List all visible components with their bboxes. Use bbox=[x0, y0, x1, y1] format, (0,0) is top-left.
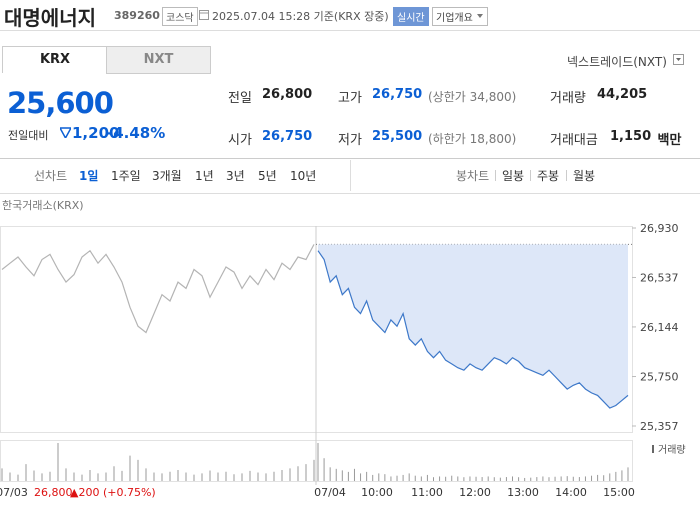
x-tick-label: 15:00 bbox=[603, 486, 635, 499]
period-button[interactable]: 5년 bbox=[258, 169, 277, 183]
tab-nxt[interactable]: NXT bbox=[106, 46, 211, 74]
x-tick-label: 07/03 bbox=[0, 486, 28, 499]
company-label: 기업개요 bbox=[436, 13, 473, 24]
stock-code: 389260 bbox=[114, 9, 160, 22]
calendar-icon bbox=[199, 10, 209, 20]
stat-note: (상한가 34,800) bbox=[428, 90, 517, 104]
x-tick-label: 10:00 bbox=[361, 486, 393, 499]
candle-button[interactable]: 일봉 bbox=[502, 169, 525, 183]
stat-label: 거래대금 bbox=[550, 133, 598, 148]
x-tick-label: 14:00 bbox=[555, 486, 587, 499]
market-badge: 코스닥 bbox=[162, 7, 198, 26]
x-tick-label: 11:00 bbox=[411, 486, 443, 499]
stat-label: 시가 bbox=[228, 133, 252, 148]
volume-legend: 거래량 bbox=[658, 444, 686, 456]
current-price: 25,600 bbox=[7, 86, 114, 120]
y-tick-label: 25,750 bbox=[640, 371, 679, 384]
line-chart-label: 선차트 bbox=[34, 169, 68, 183]
header-rule bbox=[0, 30, 700, 31]
candle-button[interactable]: 월봉 bbox=[573, 169, 596, 183]
stat-label: 전일 bbox=[228, 91, 252, 106]
stat-value: 1,150 bbox=[610, 129, 652, 144]
candle-button[interactable]: 주봉 bbox=[537, 169, 560, 183]
stat-value: 25,500 bbox=[372, 129, 423, 144]
toolbar-sep bbox=[495, 170, 496, 181]
stock-name: 대명에너지 bbox=[4, 6, 96, 30]
chart: 한국거래소(KRX) 거래량 26,930 26,537 26,144 25,750 2… bbox=[0, 199, 686, 499]
toolbar-sep bbox=[566, 170, 567, 181]
toolbar-sep bbox=[530, 170, 531, 181]
y-tick-label: 25,357 bbox=[640, 420, 679, 433]
stat-value: 26,800 bbox=[262, 87, 313, 102]
nxt-icon bbox=[673, 54, 684, 65]
x-tick-label: 12:00 bbox=[459, 486, 491, 499]
stat-note: (하한가 18,800) bbox=[428, 132, 517, 146]
price-line bbox=[317, 250, 629, 409]
timestamp: 2025.07.04 15:28 기준(KRX 장중) bbox=[212, 10, 389, 23]
down-icon bbox=[60, 127, 71, 138]
period-button[interactable]: 10년 bbox=[290, 169, 317, 183]
company-dropdown[interactable]: 기업개요 bbox=[432, 7, 488, 26]
x-tick-label: 07/04 bbox=[314, 486, 346, 499]
y-tick-label: 26,144 bbox=[640, 321, 679, 334]
stat-label: 저가 bbox=[338, 133, 362, 148]
period-button[interactable]: 3년 bbox=[226, 169, 245, 183]
tab-krx[interactable]: KRX bbox=[2, 46, 108, 73]
stat-unit: 백만 bbox=[657, 133, 682, 148]
realtime-button[interactable]: 실시간 bbox=[393, 7, 429, 26]
stat-value: 44,205 bbox=[597, 87, 648, 102]
prev-change: ▲200 (+0.75%) bbox=[70, 486, 156, 499]
price-line bbox=[1, 244, 315, 334]
chart-source: 한국거래소(KRX) bbox=[2, 199, 84, 212]
stat-label: 거래량 bbox=[550, 91, 586, 106]
stat-label: 고가 bbox=[338, 91, 362, 106]
nxt-link[interactable]: 넥스트레이드(NXT) bbox=[567, 55, 667, 69]
x-tick-label: 13:00 bbox=[507, 486, 539, 499]
volume-legend-icon bbox=[652, 445, 654, 453]
dropdown-arrow bbox=[476, 14, 483, 18]
candle-chart-label: 봉차트 bbox=[456, 169, 490, 183]
period-button[interactable]: 1년 bbox=[195, 169, 214, 183]
period-button[interactable]: 1일 bbox=[79, 169, 99, 183]
area-fill bbox=[318, 244, 628, 408]
toolbar-divider bbox=[350, 160, 351, 191]
stat-value: 26,750 bbox=[372, 87, 423, 102]
toolbar bbox=[0, 158, 700, 194]
period-button[interactable]: 3개월 bbox=[152, 169, 182, 183]
stat-value: 26,750 bbox=[262, 129, 313, 144]
prev-close: 26,800 bbox=[34, 486, 73, 499]
y-tick-label: 26,930 bbox=[640, 222, 679, 235]
change-value: 1,200 bbox=[72, 124, 120, 142]
change-label: 전일대비 bbox=[8, 129, 49, 142]
change-rate: -4.48% bbox=[107, 124, 166, 142]
period-button[interactable]: 1주일 bbox=[111, 169, 141, 183]
y-tick-label: 26,537 bbox=[640, 271, 679, 284]
